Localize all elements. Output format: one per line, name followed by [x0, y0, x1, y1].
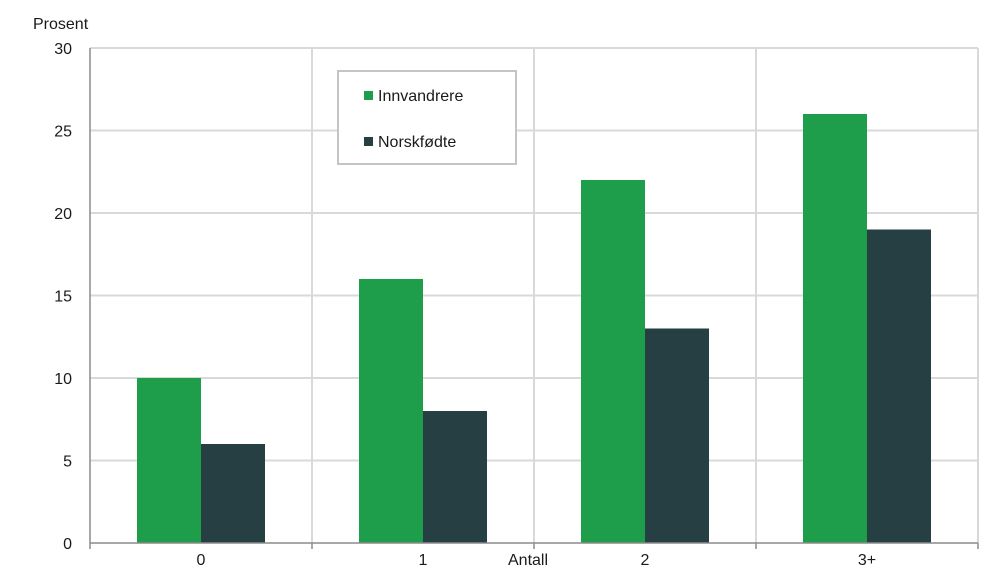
- bar-innvandrere-0: [137, 378, 201, 543]
- bar-norskf-dte-0: [201, 444, 265, 543]
- bar-innvandrere-3: [803, 114, 867, 543]
- y-tick-label: 30: [54, 41, 72, 58]
- y-tick-label: 0: [63, 536, 72, 553]
- bar-norskf-dte-3: [867, 229, 931, 543]
- grid-layer: [90, 47, 979, 543]
- x-tick-label: 1: [419, 552, 428, 569]
- legend-swatch-innvandrere: [364, 91, 373, 100]
- y-tick-label: 10: [54, 371, 72, 388]
- bar-innvandrere-2: [581, 180, 645, 543]
- legend-swatch-norskfodte: [364, 137, 373, 146]
- bar-norskf-dte-1: [423, 411, 487, 543]
- y-axis-title: Prosent: [33, 16, 89, 33]
- axis-layer: 0 5 10 15 20 25 30 0 1 2 3+: [54, 41, 979, 569]
- x-tick-label: 3+: [858, 552, 876, 569]
- x-tick-label: 2: [641, 552, 650, 569]
- y-tick-label: 25: [54, 124, 72, 141]
- y-tick-label: 15: [54, 289, 72, 306]
- y-tick-label: 5: [63, 454, 72, 471]
- legend-label-norskfodte: Norskfødte: [378, 134, 456, 151]
- legend-box: [337, 70, 517, 165]
- legend-label-innvandrere: Innvandrere: [378, 88, 463, 105]
- x-axis-title: Antall: [508, 552, 548, 569]
- bars-layer: [137, 114, 931, 543]
- legend: Innvandrere Norskfødte: [337, 70, 517, 165]
- bar-norskf-dte-2: [645, 328, 709, 543]
- bar-innvandrere-1: [359, 279, 423, 543]
- x-tick-label: 0: [197, 552, 206, 569]
- y-tick-label: 20: [54, 206, 72, 223]
